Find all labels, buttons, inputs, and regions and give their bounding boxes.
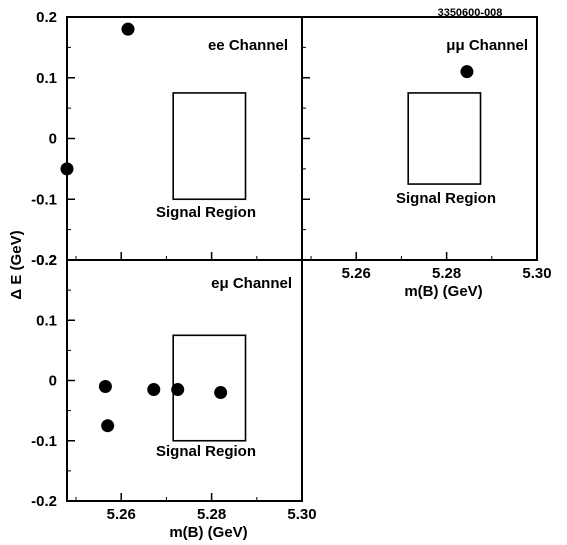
data-point	[460, 65, 474, 79]
data-point	[147, 383, 161, 397]
y-tick-label: 0.2	[36, 252, 57, 269]
y-tick-label: -0.2	[31, 252, 57, 269]
data-point	[60, 162, 74, 176]
y-axis-label: Δ E (GeV)	[8, 230, 25, 299]
y-tick-label: 0.2	[36, 9, 57, 26]
panel-top-right: 5.26 5.28 5.30 m(B) (GeV) Signal Region μμ Ch…	[301, 16, 552, 300]
panel-bottom-left: 0.2 0.1 0 -0.1 -0.2 5.26 5.28 5.30 m(B) (GeV) Sig…	[31, 252, 316, 541]
panels: 0.2 0.1 0 -0.1 -0.2 Signal Region ee Channel 5.…	[31, 9, 551, 541]
x-tick-label: 5.28	[432, 265, 461, 282]
signal-region-label: Signal Region	[396, 190, 496, 207]
x-tick-label: 5.30	[287, 506, 316, 523]
x-tick-label: 5.26	[342, 265, 371, 282]
y-tick-label: 0.1	[36, 70, 57, 87]
x-tick-label: 5.26	[107, 506, 136, 523]
x-axis-label: m(B) (GeV)	[404, 283, 482, 300]
channel-title: μμ Channel	[446, 37, 528, 54]
data-point	[121, 22, 135, 36]
panel-top-left: 0.2 0.1 0 -0.1 -0.2 Signal Region ee Channel	[31, 9, 303, 269]
y-tick-label: 0	[49, 373, 57, 390]
panel-frame	[66, 259, 303, 502]
x-tick-label: 5.30	[522, 265, 551, 282]
signal-region-box	[172, 92, 247, 201]
channel-title: eμ Channel	[211, 275, 292, 292]
signal-region-label: Signal Region	[156, 443, 256, 460]
signal-region-box	[407, 92, 482, 185]
x-axis-label: m(B) (GeV)	[169, 524, 247, 541]
y-tick-label: -0.2	[31, 493, 57, 510]
signal-region-box	[172, 334, 247, 442]
data-point	[101, 419, 115, 433]
y-tick-label: -0.1	[31, 191, 57, 208]
data-point	[98, 380, 112, 394]
data-point	[214, 386, 228, 400]
channel-title: ee Channel	[208, 37, 288, 54]
data-point	[171, 383, 185, 397]
x-tick-label: 5.28	[197, 506, 226, 523]
signal-region-label: Signal Region	[156, 204, 256, 221]
y-tick-label: 0	[49, 131, 57, 148]
y-tick-label: 0.1	[36, 312, 57, 329]
y-tick-label: -0.1	[31, 433, 57, 450]
